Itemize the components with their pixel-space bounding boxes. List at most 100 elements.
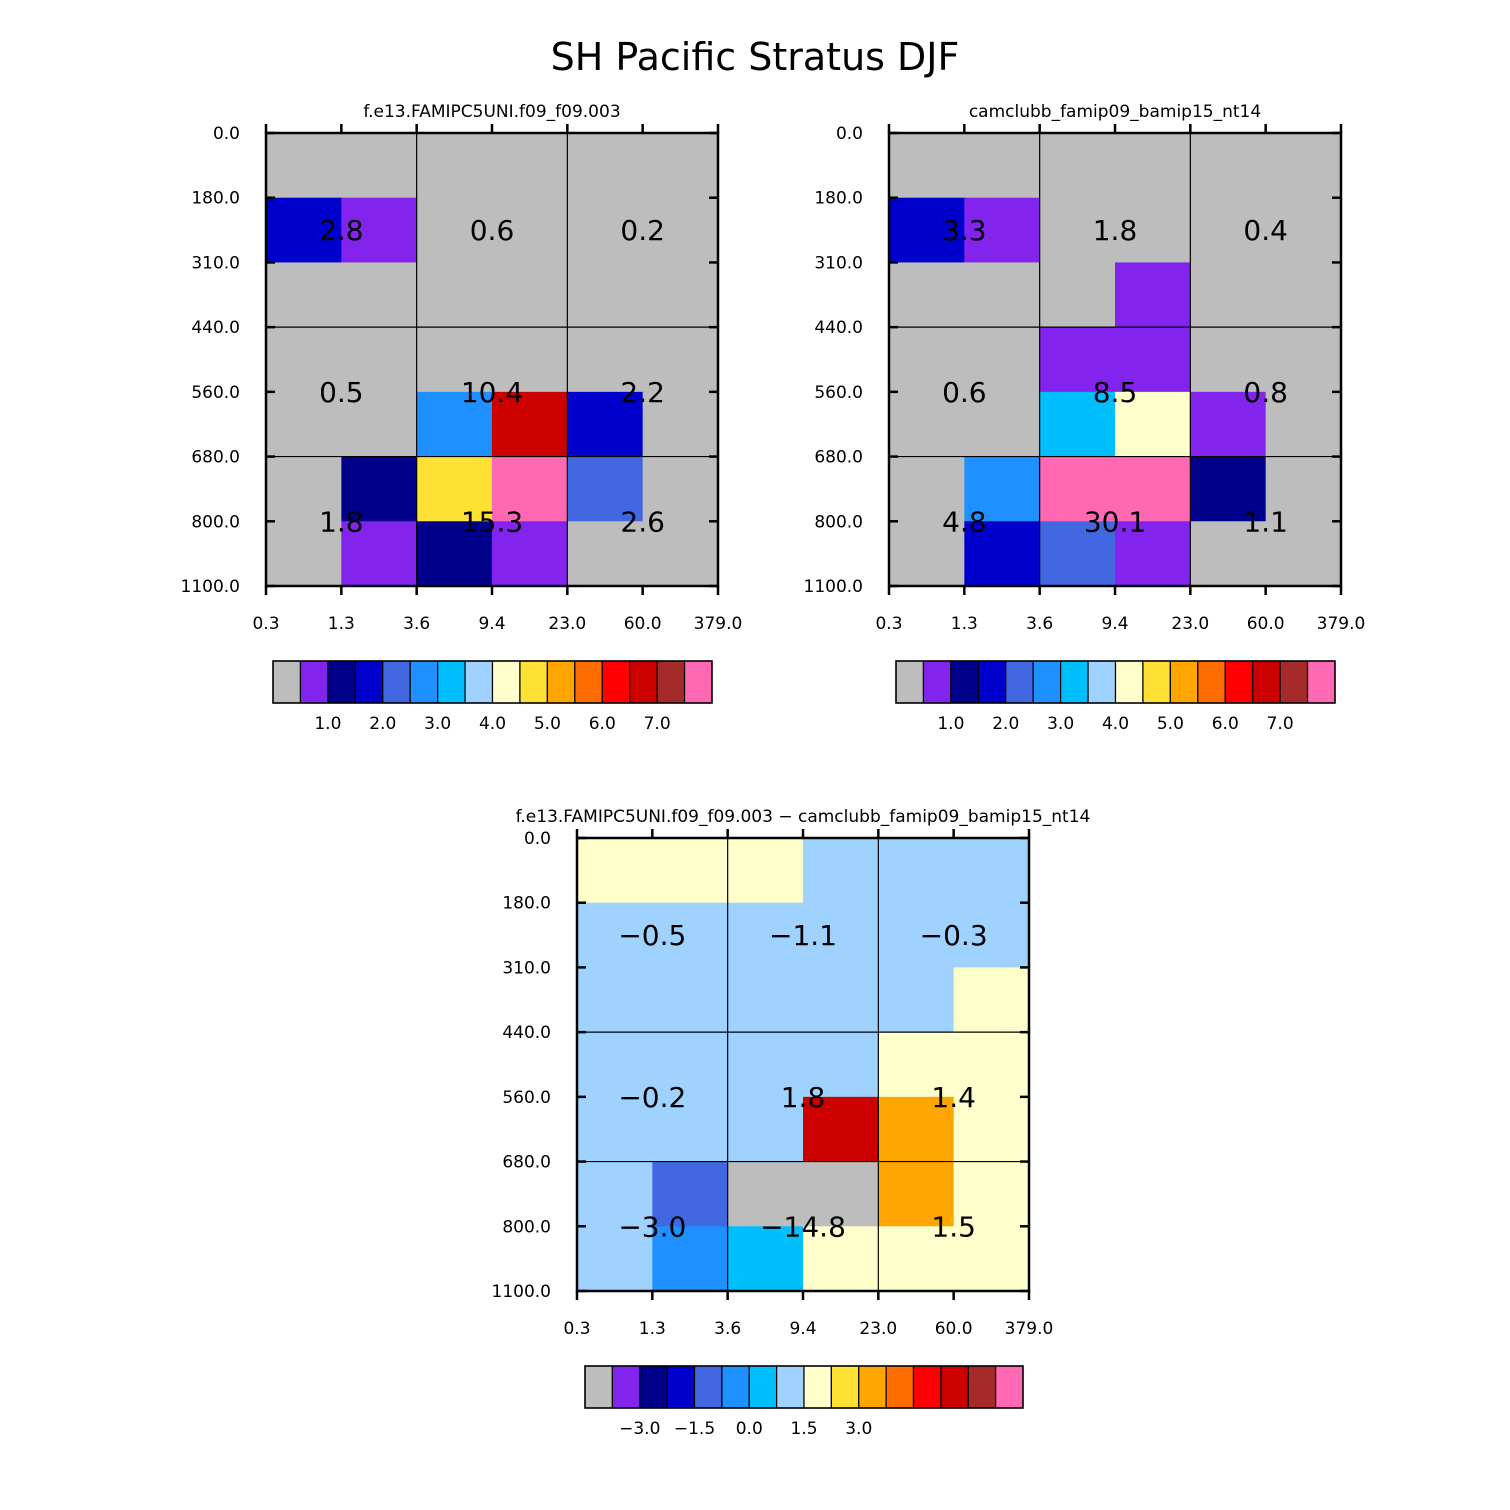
- heatmap-cell: [416, 327, 493, 393]
- heatmap-cell: [1039, 521, 1116, 587]
- heatmap-cell: [492, 133, 568, 199]
- box-value-label: −0.5: [618, 919, 686, 952]
- colorbar-swatch: [967, 1365, 997, 1409]
- heatmap-cell: [266, 456, 342, 522]
- colorbar-swatch: [464, 660, 494, 704]
- box-value-label: 2.6: [620, 505, 665, 538]
- x-tick-label: 60.0: [624, 614, 662, 634]
- colorbar-label: 3.0: [424, 714, 451, 734]
- y-tick-label: 800.0: [191, 512, 240, 532]
- heatmap-cell: [416, 391, 493, 458]
- box-value-label: 30.1: [1084, 505, 1146, 538]
- heatmap-cell: [803, 967, 879, 1033]
- chart-right: camclubb_famip09_bamip15_nt14 3.3 1.8 0.4 0.…: [804, 102, 1366, 734]
- heatmap-cell: [652, 838, 729, 904]
- heatmap-cell: [266, 327, 342, 393]
- colorbar-frame: [272, 660, 713, 704]
- y-tick-label: 310.0: [191, 253, 240, 273]
- box-value-label: −14.8: [760, 1210, 846, 1243]
- x-tick-label: 9.4: [789, 1319, 816, 1339]
- heatmap-cell: [341, 456, 418, 522]
- heatmap-cell: [1190, 521, 1267, 587]
- x-tick-label: 0.3: [563, 1319, 590, 1339]
- colorbar-swatch: [519, 660, 548, 704]
- heatmap-cell: [878, 1226, 955, 1292]
- heatmap-cell: [953, 1161, 1030, 1227]
- heatmap-cell: [577, 967, 653, 1033]
- heatmap-cell: [1190, 327, 1267, 393]
- colorbar: 1.0 2.0 3.0 4.0 5.0 6.0 7.0: [272, 660, 713, 734]
- colorbar-label: 6.0: [1212, 714, 1239, 734]
- plots-group: f.e13.FAMIPC5UNI.f09_f09.003 2.8 0.6 0.2 0.5…: [181, 102, 1366, 1439]
- colorbar-label: −3.0: [619, 1419, 660, 1439]
- heatmap-cell: [889, 133, 965, 199]
- y-tick-label: 1100.0: [492, 1282, 551, 1302]
- heatmap-cell: [889, 197, 965, 264]
- heatmap-cell: [964, 197, 1041, 264]
- panel-title: f.e13.FAMIPC5UNI.f09_f09.003: [363, 102, 620, 122]
- colorbar-swatch: [858, 1365, 887, 1409]
- heatmap-cell: [567, 456, 644, 522]
- y-tick-label: 310.0: [814, 253, 863, 273]
- heatmap-cell: [567, 197, 644, 264]
- heatmap-cell: [1039, 133, 1116, 199]
- heatmap-cell: [953, 838, 1030, 904]
- heatmap-cell: [803, 1161, 879, 1227]
- colorbar-swatch: [629, 660, 658, 704]
- x-tick-label: 379.0: [1005, 1319, 1054, 1339]
- colorbar-label: 1.0: [314, 714, 341, 734]
- heatmap-cell: [727, 967, 804, 1033]
- heatmap-cell: [964, 327, 1041, 393]
- y-tick-label: 0.0: [213, 124, 240, 144]
- box-value-label: 0.6: [942, 376, 987, 409]
- heatmap-cell: [1265, 262, 1342, 328]
- colorbar-swatch: [639, 1365, 668, 1409]
- colorbar-swatch: [1252, 660, 1281, 704]
- box-value-label: 0.4: [1243, 214, 1288, 247]
- y-tick-label: 1100.0: [181, 577, 240, 597]
- heatmap-cell: [1039, 327, 1116, 393]
- colorbar-swatch: [409, 660, 439, 704]
- box-value-label: −3.0: [618, 1210, 686, 1243]
- x-tick-label: 0.3: [252, 614, 279, 634]
- colorbar-swatch: [382, 660, 411, 704]
- x-tick-label: 23.0: [1171, 614, 1209, 634]
- heatmap-cell: [803, 1226, 879, 1292]
- heatmap-cell: [878, 1032, 955, 1098]
- heatmap-cell: [341, 391, 418, 458]
- panel-title: f.e13.FAMIPC5UNI.f09_f09.003 − camclubb_…: [516, 807, 1091, 827]
- colorbar-label: 0.0: [736, 1419, 763, 1439]
- box-value-label: 1.4: [931, 1081, 976, 1114]
- heatmap-cell: [577, 902, 653, 969]
- colorbar-swatch: [940, 1365, 969, 1409]
- x-tick-label: 9.4: [478, 614, 505, 634]
- colorbar-swatch: [776, 1365, 805, 1409]
- x-tick-label: 3.6: [714, 1319, 741, 1339]
- heatmap-cell: [492, 521, 568, 587]
- box-value-label: −0.2: [618, 1081, 686, 1114]
- heatmap-cell: [878, 967, 955, 1033]
- heatmap-cell: [341, 133, 418, 199]
- heatmap-cell: [1039, 391, 1116, 458]
- heatmap-cell: [492, 456, 568, 522]
- colorbar-swatch: [1306, 660, 1336, 704]
- y-tick-label: 310.0: [502, 958, 551, 978]
- heatmap-cell: [341, 521, 418, 587]
- colorbar-swatch: [748, 1365, 778, 1409]
- x-tick-label: 23.0: [548, 614, 586, 634]
- y-tick-label: 680.0: [814, 448, 863, 468]
- colorbar-swatch: [803, 1365, 832, 1409]
- heatmap-cell: [964, 391, 1041, 458]
- heatmap-cell: [266, 391, 342, 458]
- colorbar-swatch: [272, 660, 302, 704]
- box-value-label: 10.4: [461, 376, 523, 409]
- x-tick-label: 379.0: [1317, 614, 1366, 634]
- heatmap-cell: [416, 262, 493, 328]
- colorbar-swatch: [491, 660, 521, 704]
- colorbar-swatch: [683, 660, 713, 704]
- heatmap-cell: [953, 1096, 1030, 1163]
- colorbar-swatch: [721, 1365, 750, 1409]
- heatmap-cell: [652, 1226, 729, 1292]
- x-tick-label: 3.6: [403, 614, 430, 634]
